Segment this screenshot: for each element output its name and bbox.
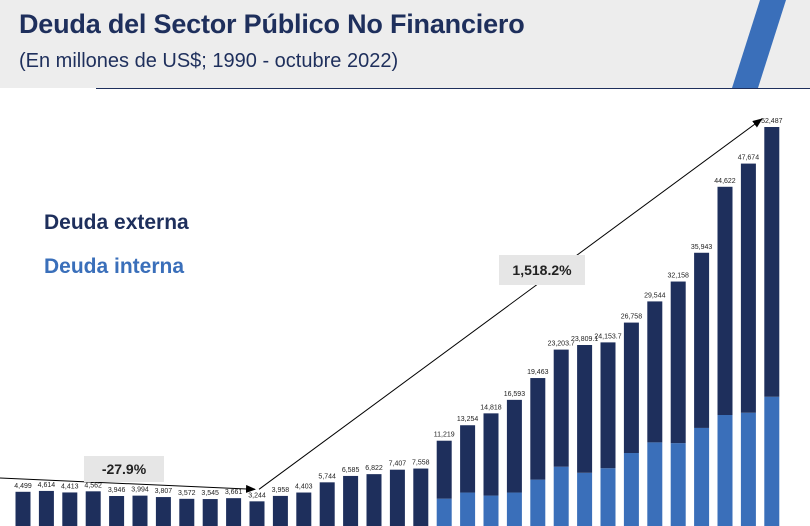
bar-value-label: 35,943	[691, 244, 713, 251]
bar-external	[132, 495, 148, 526]
bar-value-label: 3,244	[248, 492, 266, 499]
decline-callout-label: -27.9%	[102, 461, 147, 477]
bar-external	[366, 474, 382, 526]
bar-external	[577, 345, 593, 473]
bar-internal	[717, 415, 733, 526]
bar-external	[296, 492, 312, 526]
bar-value-label: 3,958	[272, 487, 290, 494]
bar-internal	[764, 396, 780, 526]
bar-value-label: 11,219	[434, 432, 455, 439]
bar-value-label: 4,403	[295, 484, 313, 491]
bar-external	[740, 163, 756, 413]
bar-external	[764, 127, 780, 397]
header-underline	[96, 88, 810, 89]
bar-value-label: 5,744	[318, 473, 336, 480]
bar-internal	[577, 472, 593, 526]
bar-value-label: 44,622	[714, 178, 736, 185]
decline-callout-box	[84, 456, 164, 482]
bar-external	[623, 322, 639, 454]
bar-internal	[600, 468, 616, 526]
bar-internal	[460, 492, 476, 526]
bar-value-label: 29,544	[644, 292, 666, 299]
bar-external	[62, 492, 78, 526]
bar-external	[600, 342, 616, 469]
bar-external	[272, 495, 288, 526]
bar-external	[670, 281, 686, 444]
growth-callout-label: 1,518.2%	[512, 262, 572, 278]
header-band	[0, 0, 810, 88]
bar-value-label: 47,674	[738, 155, 760, 162]
bar-external	[717, 186, 733, 416]
bar-value-label: 13,254	[457, 416, 479, 423]
legend-external-debt: Deuda externa	[44, 211, 189, 234]
bar-external	[202, 499, 218, 526]
bar-value-label: 3,661	[225, 489, 243, 496]
bar-external	[155, 497, 171, 526]
accent-stripe	[732, 0, 786, 88]
bar-external	[85, 491, 101, 526]
bar-external	[343, 475, 359, 526]
bar-value-label: 14,818	[480, 404, 502, 411]
bar-internal	[553, 466, 569, 526]
bar-value-label: 23,809.1	[571, 336, 598, 343]
chart-subtitle: (En millones de US$; 1990 - octubre 2022…	[19, 50, 399, 72]
bar-external	[647, 301, 663, 443]
bar-value-label: 52,487	[761, 118, 783, 125]
bar-value-label: 3,545	[201, 490, 219, 497]
legend-internal-debt: Deuda interna	[44, 255, 185, 278]
bar-internal	[506, 492, 522, 526]
bar-value-label: 3,807	[155, 488, 173, 495]
bar-value-label: 32,158	[667, 273, 689, 280]
bar-internal	[670, 443, 686, 526]
bar-external	[319, 482, 335, 526]
bar-value-label: 23,203.7	[548, 341, 575, 348]
bar-value-label: 19,463	[527, 369, 549, 376]
bar-value-label: 7,407	[389, 461, 407, 468]
bar-value-label: 24,153.7	[594, 333, 621, 340]
bar-internal	[694, 427, 710, 526]
bar-external	[694, 252, 710, 428]
bar-value-label: 6,585	[342, 467, 360, 474]
bar-external	[413, 468, 429, 526]
decline-arrow	[0, 477, 256, 493]
bar-internal	[647, 442, 663, 526]
accent-stripe-shape	[732, 0, 786, 88]
bar-value-label: 16,593	[504, 391, 526, 398]
bar-value-label: 4,562	[84, 482, 102, 489]
bar-value-label: 4,614	[38, 482, 56, 489]
bar-external	[179, 498, 195, 526]
bar-external	[15, 491, 31, 526]
bar-value-label: 26,758	[621, 314, 643, 321]
bar-external	[226, 498, 242, 526]
bar-external	[506, 399, 522, 493]
bar-external	[553, 349, 569, 467]
bar-external	[38, 490, 54, 526]
chart-title: Deuda del Sector Público No Financiero	[19, 9, 525, 39]
bar-internal	[623, 453, 639, 526]
growth-callout-box	[499, 255, 585, 285]
bar-internal	[530, 479, 546, 526]
bar-external	[530, 378, 546, 480]
bar-value-label: 3,994	[131, 487, 149, 494]
bar-external	[483, 413, 499, 496]
bar-value-label: 4,413	[61, 483, 79, 490]
bar-internal	[436, 498, 452, 526]
bar-value-label: 3,572	[178, 490, 196, 497]
bar-external	[389, 469, 405, 526]
bar-external	[249, 501, 265, 526]
bar-external	[436, 440, 452, 499]
bar-value-label: 3,946	[108, 487, 126, 494]
bar-internal	[740, 412, 756, 526]
bar-external	[109, 496, 125, 526]
bar-value-label: 7,558	[412, 460, 430, 467]
growth-arrow	[258, 118, 763, 490]
bar-value-label: 4,499	[14, 483, 32, 490]
bar-internal	[483, 495, 499, 526]
bar-external	[460, 425, 476, 493]
bar-value-label: 6,822	[365, 465, 383, 472]
